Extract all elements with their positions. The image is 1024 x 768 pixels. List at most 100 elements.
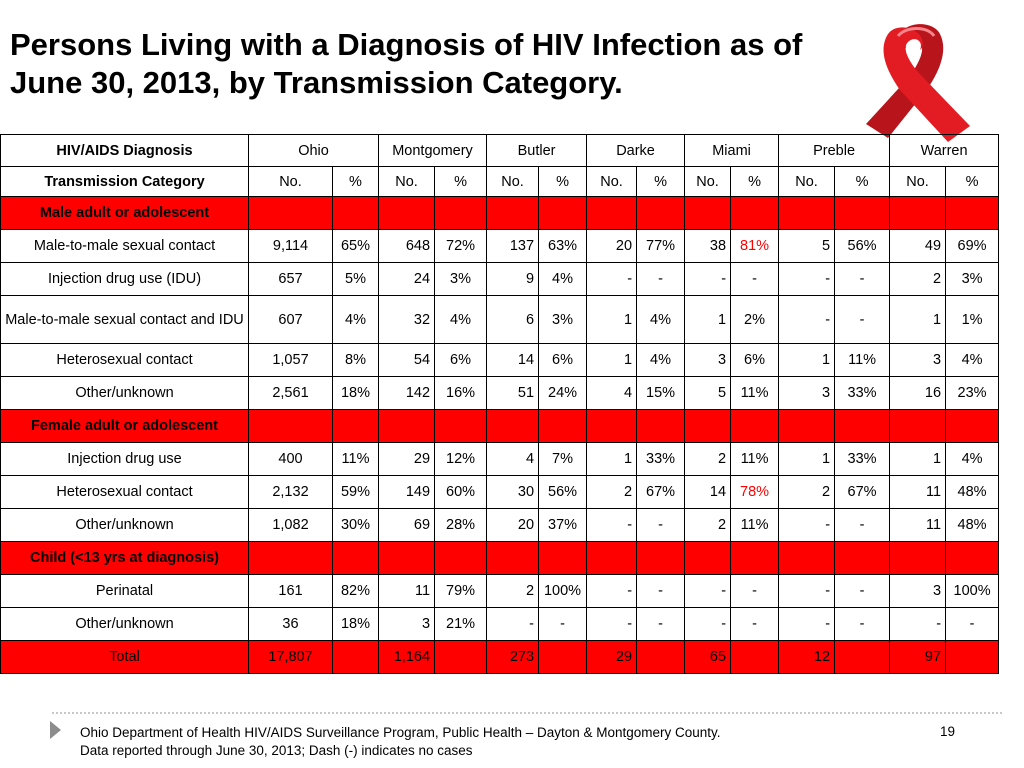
count-cell: - bbox=[586, 262, 638, 296]
count-cell: 4 bbox=[586, 376, 638, 410]
empty-cell bbox=[889, 541, 947, 575]
header-pct: % bbox=[538, 166, 588, 197]
empty-cell bbox=[331, 409, 380, 443]
table-row: Male-to-male sexual contact 9,114 65% 648 72… bbox=[0, 229, 1000, 263]
count-cell: 1 bbox=[684, 295, 732, 344]
percent-cell: 24% bbox=[538, 376, 588, 410]
header-diagnosis: HIV/AIDS Diagnosis bbox=[0, 134, 249, 167]
header-no: No. bbox=[778, 166, 836, 197]
empty-cell bbox=[636, 409, 686, 443]
footer-arrow-icon bbox=[50, 721, 61, 739]
count-cell: 142 bbox=[378, 376, 436, 410]
section-row: Child (<13 yrs at diagnosis) bbox=[0, 541, 1000, 575]
percent-cell: 11% bbox=[331, 442, 380, 476]
count-cell: 6 bbox=[486, 295, 540, 344]
count-cell: 17,807 bbox=[248, 640, 333, 674]
empty-cell bbox=[945, 196, 1000, 230]
percent-cell: 65% bbox=[331, 229, 380, 263]
percent-cell: 67% bbox=[834, 475, 891, 509]
count-cell: - bbox=[586, 607, 638, 641]
count-cell: 1,082 bbox=[248, 508, 333, 542]
count-cell: 2 bbox=[778, 475, 836, 509]
header-county-warren: Warren bbox=[889, 134, 1000, 167]
empty-cell bbox=[945, 409, 1000, 443]
row-label: Child (<13 yrs at diagnosis) bbox=[0, 541, 249, 575]
count-cell: 9 bbox=[486, 262, 540, 296]
percent-cell: - bbox=[730, 607, 780, 641]
table-row: Other/unknown 1,082 30% 69 28% 20 37% - -2 11% - -1… bbox=[0, 508, 1000, 542]
empty-cell bbox=[636, 541, 686, 575]
empty-cell bbox=[778, 196, 836, 230]
count-cell: 3 bbox=[378, 607, 436, 641]
count-cell: 32 bbox=[378, 295, 436, 344]
row-label: Other/unknown bbox=[0, 607, 249, 641]
count-cell: 5 bbox=[778, 229, 836, 263]
percent-cell: 7% bbox=[538, 442, 588, 476]
empty-cell bbox=[378, 409, 436, 443]
count-cell: 54 bbox=[378, 343, 436, 377]
count-cell: - bbox=[586, 508, 638, 542]
table-row: Injection drug use 400 11% 29 12% 4 7% 1 33% 2 11%… bbox=[0, 442, 1000, 476]
percent-cell: 33% bbox=[834, 376, 891, 410]
percent-cell bbox=[538, 640, 588, 674]
empty-cell bbox=[486, 196, 540, 230]
count-cell: 69 bbox=[378, 508, 436, 542]
empty-cell bbox=[538, 196, 588, 230]
percent-cell: 23% bbox=[945, 376, 1000, 410]
percent-cell: - bbox=[730, 574, 780, 608]
empty-cell bbox=[834, 196, 891, 230]
count-cell: 3 bbox=[889, 574, 947, 608]
empty-cell bbox=[538, 541, 588, 575]
count-cell: 24 bbox=[378, 262, 436, 296]
empty-cell bbox=[378, 196, 436, 230]
percent-cell: 81% bbox=[730, 229, 780, 263]
count-cell: - bbox=[684, 262, 732, 296]
count-cell: 1,164 bbox=[378, 640, 436, 674]
count-cell: 29 bbox=[586, 640, 638, 674]
count-cell: 38 bbox=[684, 229, 732, 263]
header-county-darke: Darke bbox=[586, 134, 686, 167]
header-pct: % bbox=[945, 166, 1000, 197]
count-cell: - bbox=[684, 574, 732, 608]
count-cell: 273 bbox=[486, 640, 540, 674]
row-label: Other/unknown bbox=[0, 508, 249, 542]
percent-cell: 18% bbox=[331, 607, 380, 641]
percent-cell: - bbox=[834, 295, 891, 344]
count-cell: 3 bbox=[684, 343, 732, 377]
percent-cell: 63% bbox=[538, 229, 588, 263]
empty-cell bbox=[248, 196, 333, 230]
percent-cell: - bbox=[636, 262, 686, 296]
header-no: No. bbox=[889, 166, 947, 197]
percent-cell: 2% bbox=[730, 295, 780, 344]
row-label: Female adult or adolescent bbox=[0, 409, 249, 443]
header-no: No. bbox=[378, 166, 436, 197]
header-no: No. bbox=[684, 166, 732, 197]
percent-cell bbox=[331, 640, 380, 674]
percent-cell: - bbox=[538, 607, 588, 641]
header-no: No. bbox=[586, 166, 638, 197]
percent-cell: - bbox=[636, 574, 686, 608]
section-row: Male adult or adolescent bbox=[0, 196, 1000, 230]
percent-cell: 16% bbox=[434, 376, 488, 410]
empty-cell bbox=[486, 541, 540, 575]
title-line-1: Persons Living with a Diagnosis of HIV I… bbox=[10, 27, 803, 62]
page-number: 19 bbox=[940, 724, 956, 739]
empty-cell bbox=[434, 409, 488, 443]
count-cell: 2,561 bbox=[248, 376, 333, 410]
percent-cell: - bbox=[834, 607, 891, 641]
count-cell: 1 bbox=[889, 295, 947, 344]
count-cell: 2 bbox=[684, 442, 732, 476]
percent-cell: 11% bbox=[834, 343, 891, 377]
percent-cell: 3% bbox=[945, 262, 1000, 296]
empty-cell bbox=[586, 541, 638, 575]
percent-cell: 82% bbox=[331, 574, 380, 608]
percent-cell: 60% bbox=[434, 475, 488, 509]
count-cell: - bbox=[778, 508, 836, 542]
percent-cell: 33% bbox=[834, 442, 891, 476]
percent-cell: 48% bbox=[945, 508, 1000, 542]
percent-cell: 21% bbox=[434, 607, 488, 641]
count-cell: 607 bbox=[248, 295, 333, 344]
percent-cell: 100% bbox=[945, 574, 1000, 608]
percent-cell bbox=[434, 640, 488, 674]
header-category: Transmission Category bbox=[0, 166, 249, 197]
